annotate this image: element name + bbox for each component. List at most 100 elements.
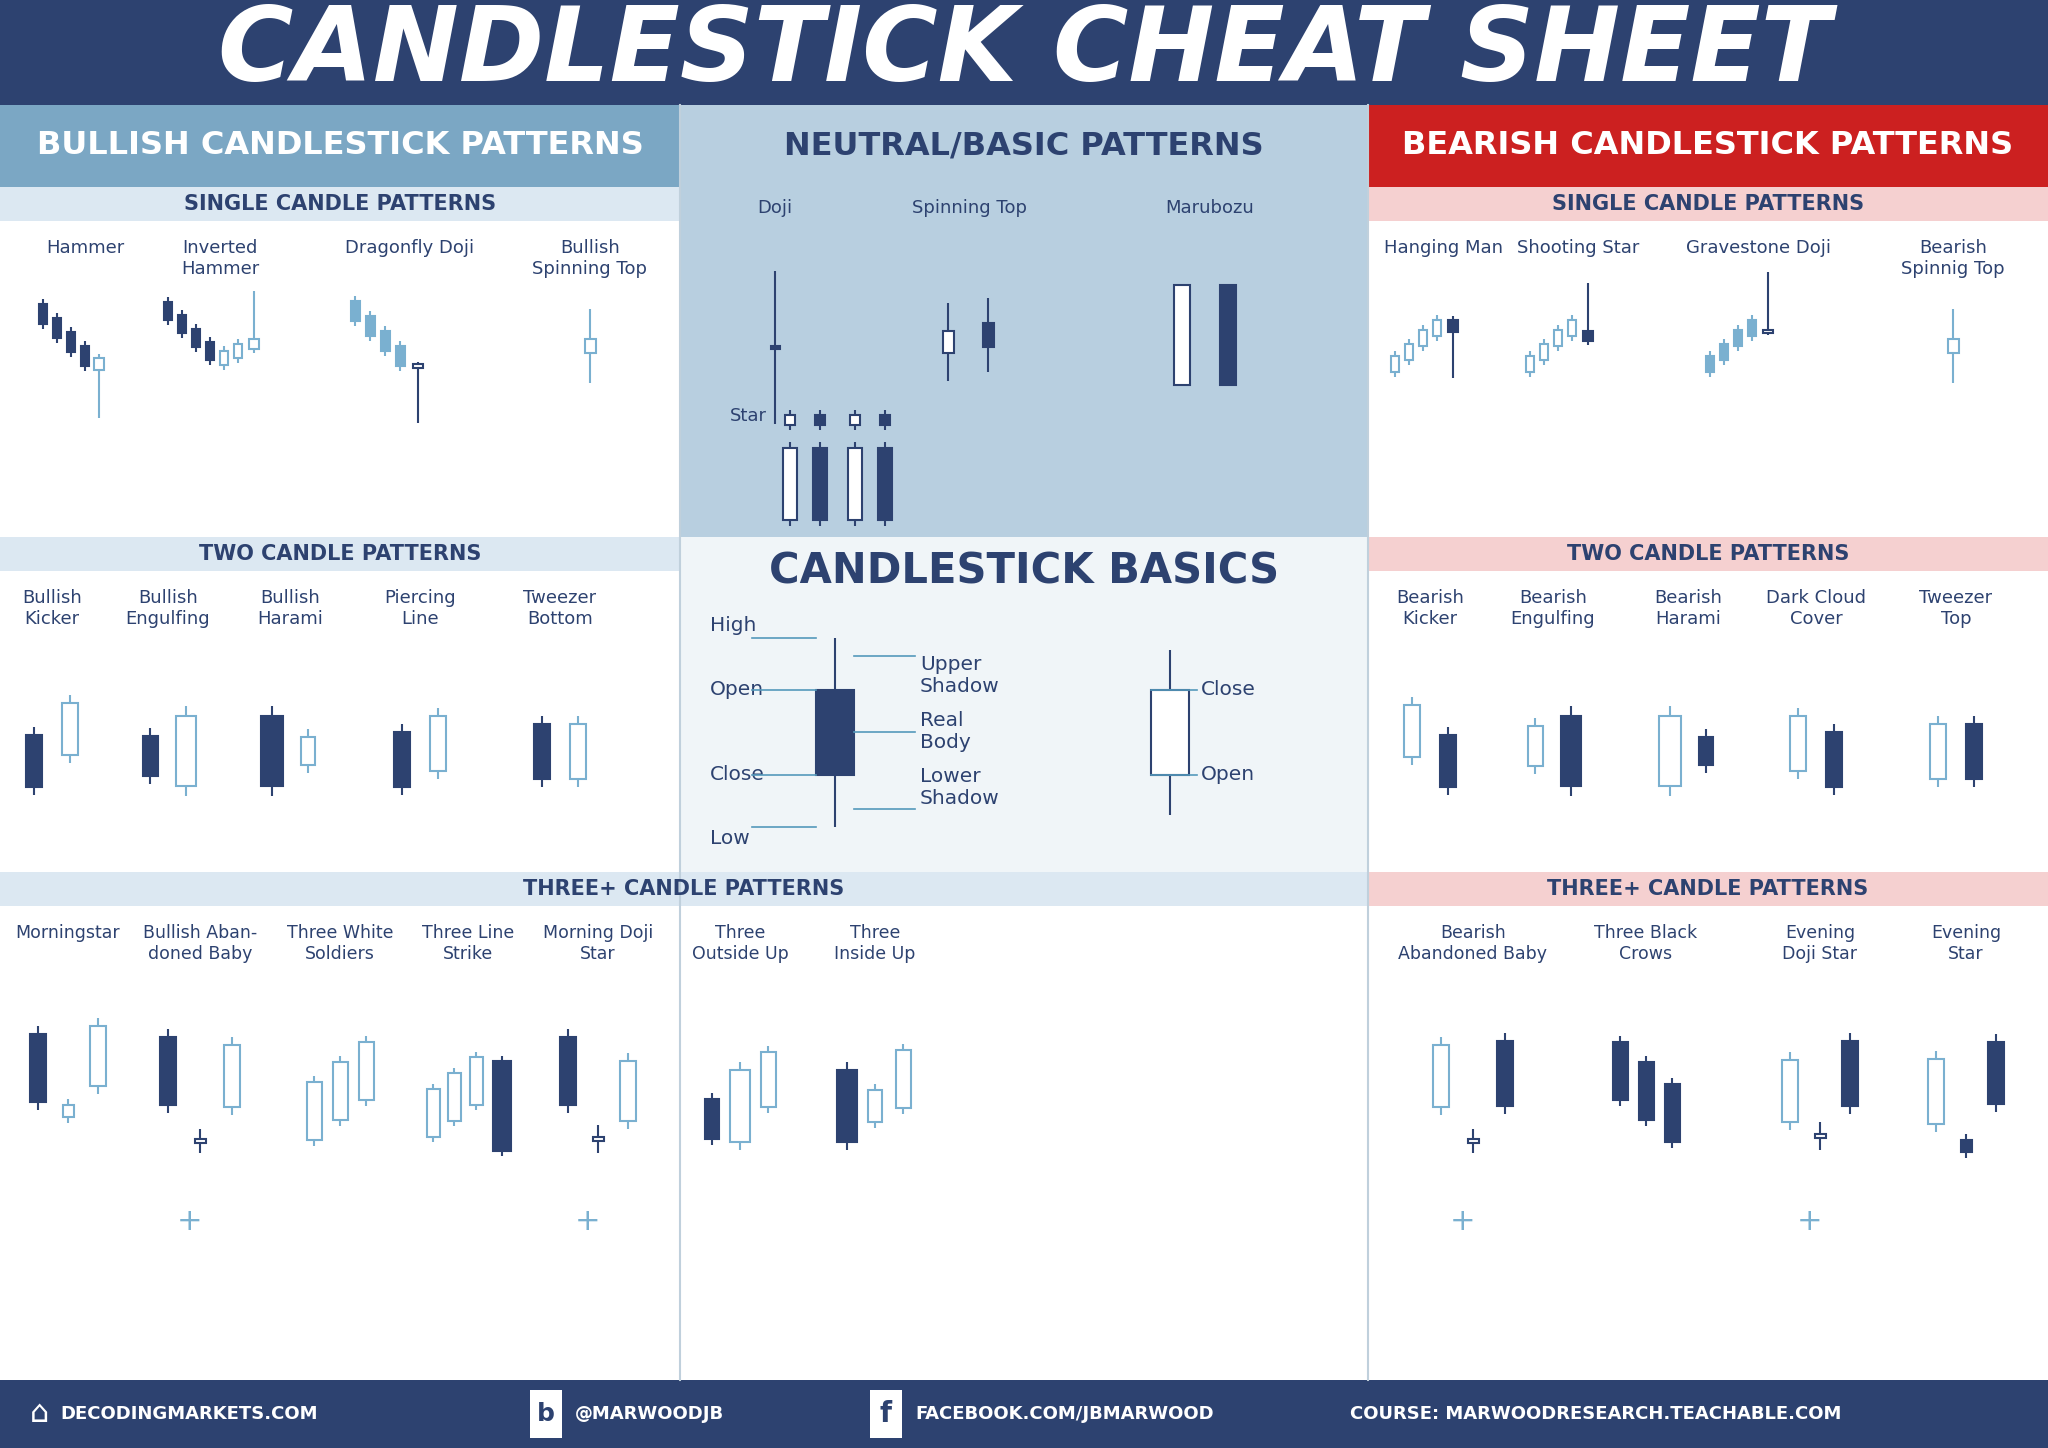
Text: Dragonfly Doji: Dragonfly Doji [346, 239, 475, 256]
Bar [983, 323, 993, 348]
Text: TWO CANDLE PATTERNS: TWO CANDLE PATTERNS [1567, 544, 1849, 565]
Bar [1989, 1043, 2005, 1103]
Bar [881, 416, 891, 426]
Bar [358, 1043, 373, 1100]
Bar [193, 329, 201, 348]
Text: SINGLE CANDLE PATTERNS: SINGLE CANDLE PATTERNS [1552, 194, 1864, 214]
Bar [469, 1057, 483, 1105]
Bar [848, 447, 862, 520]
Bar [1368, 187, 2048, 222]
Bar [27, 736, 43, 788]
Bar [1151, 689, 1190, 775]
Text: Bullish
Harami: Bullish Harami [258, 589, 324, 628]
Bar [143, 736, 158, 776]
Text: Evening
Star: Evening Star [1931, 924, 2001, 963]
Bar [1827, 731, 1841, 786]
Bar [1561, 715, 1581, 786]
Text: f: f [881, 1400, 893, 1428]
Text: SINGLE CANDLE PATTERNS: SINGLE CANDLE PATTERNS [184, 194, 496, 214]
Bar [1368, 537, 2048, 571]
Text: Bearish
Spinnig Top: Bearish Spinnig Top [1901, 239, 2005, 278]
Bar [414, 363, 424, 368]
Bar [621, 1061, 637, 1121]
Bar [1948, 339, 1958, 353]
Bar [1434, 320, 1442, 336]
Bar [1763, 330, 1774, 333]
Bar [31, 1034, 45, 1102]
Text: @MARWOODJB: @MARWOODJB [575, 1405, 725, 1423]
Text: Bearish
Harami: Bearish Harami [1655, 589, 1722, 628]
Bar [1700, 737, 1712, 765]
Bar [1966, 724, 1982, 779]
Bar [63, 1105, 74, 1116]
Bar [365, 316, 375, 336]
Bar [0, 187, 680, 222]
Bar [219, 350, 227, 365]
Text: Three White
Soldiers: Three White Soldiers [287, 924, 393, 963]
Bar [813, 447, 827, 520]
Bar [195, 1140, 205, 1142]
Text: Star: Star [729, 407, 766, 426]
Text: Three Line
Strike: Three Line Strike [422, 924, 514, 963]
Text: FACEBOOK.COM/JBMARWOOD: FACEBOOK.COM/JBMARWOOD [915, 1405, 1214, 1423]
Bar [1526, 356, 1534, 372]
Bar [176, 715, 197, 786]
Text: Low: Low [711, 830, 750, 849]
Bar [332, 1061, 348, 1119]
Bar [569, 724, 586, 779]
Text: Dark Cloud
Cover: Dark Cloud Cover [1765, 589, 1866, 628]
Text: Doji: Doji [758, 198, 793, 217]
Bar [164, 303, 172, 320]
Text: Upper
Shadow: Upper Shadow [920, 656, 999, 696]
Text: Tweezer
Bottom: Tweezer Bottom [524, 589, 596, 628]
Bar [207, 342, 213, 361]
Text: COURSE: MARWOODRESEARCH.TEACHABLE.COM: COURSE: MARWOODRESEARCH.TEACHABLE.COM [1350, 1405, 1841, 1423]
Text: Lower
Shadow: Lower Shadow [920, 767, 999, 808]
Text: +: + [575, 1206, 600, 1235]
Text: Open: Open [711, 681, 764, 699]
Text: BULLISH CANDLESTICK PATTERNS: BULLISH CANDLESTICK PATTERNS [37, 130, 643, 162]
Text: CANDLESTICK BASICS: CANDLESTICK BASICS [768, 552, 1280, 594]
Text: Open: Open [1200, 765, 1255, 783]
Bar [1927, 1058, 1944, 1124]
Bar [1749, 320, 1755, 336]
Bar [850, 416, 860, 426]
Bar [1665, 1085, 1679, 1142]
Bar [1174, 285, 1190, 385]
Bar [592, 1137, 604, 1141]
Text: CANDLESTICK CHEAT SHEET: CANDLESTICK CHEAT SHEET [217, 1, 1831, 103]
Bar [307, 1082, 322, 1140]
Bar [729, 1070, 750, 1142]
Bar [494, 1061, 512, 1151]
Text: Inverted
Hammer: Inverted Hammer [180, 239, 260, 278]
Bar [1569, 320, 1577, 336]
Bar [39, 304, 47, 324]
Bar [160, 1037, 176, 1105]
Bar [1497, 1041, 1513, 1105]
Bar [680, 187, 1368, 537]
Bar [1929, 724, 1946, 779]
Bar [1368, 872, 2048, 906]
Bar [395, 346, 406, 366]
Text: Evening
Doji Star: Evening Doji Star [1782, 924, 1858, 963]
Text: Morningstar: Morningstar [16, 924, 121, 943]
Bar [838, 1070, 856, 1142]
Text: High: High [711, 615, 756, 636]
Bar [584, 339, 596, 353]
Bar [1815, 1134, 1825, 1138]
Text: Bullish
Kicker: Bullish Kicker [23, 589, 82, 628]
Text: TWO CANDLE PATTERNS: TWO CANDLE PATTERNS [199, 544, 481, 565]
Text: Shooting Star: Shooting Star [1518, 239, 1638, 256]
Bar [1659, 715, 1681, 786]
Text: Hanging Man: Hanging Man [1384, 239, 1503, 256]
Bar [0, 106, 680, 187]
Bar [0, 0, 2048, 106]
Bar [1434, 1045, 1450, 1108]
Bar [0, 1380, 2048, 1448]
Bar [0, 537, 680, 571]
Text: Tweezer
Top: Tweezer Top [1919, 589, 1993, 628]
Bar [1540, 345, 1548, 361]
Bar [260, 715, 283, 786]
Bar [942, 332, 954, 353]
Bar [1419, 330, 1427, 346]
